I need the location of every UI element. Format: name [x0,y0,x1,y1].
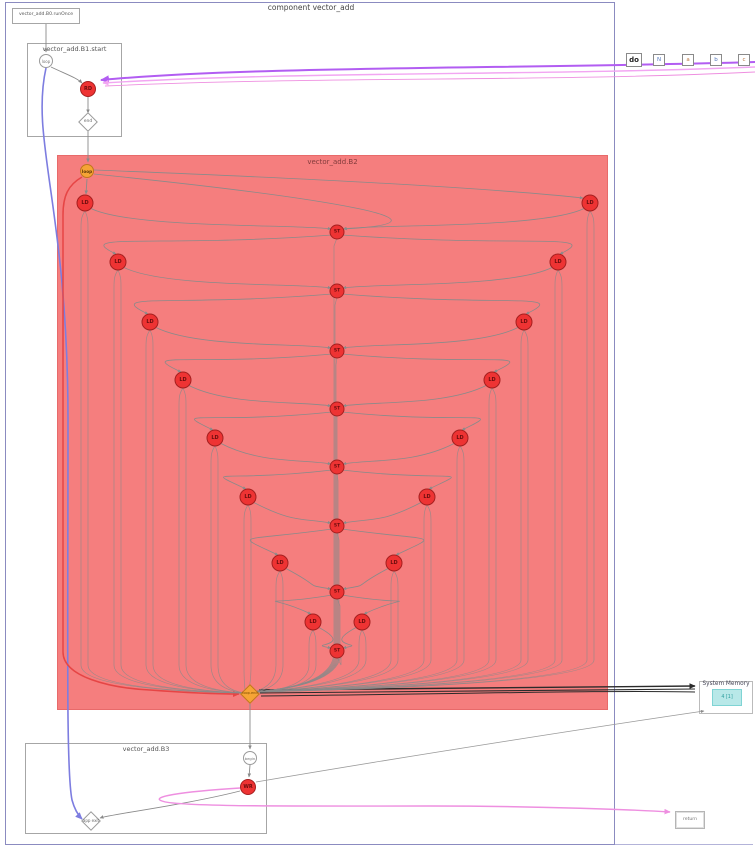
return-box[interactable] [675,811,705,829]
port-do[interactable]: do [626,53,642,67]
port-c[interactable]: c [738,54,750,66]
b3-wr-label: WR [243,784,253,790]
port-label: N [656,57,662,63]
b3-exit-label: app exit [82,818,100,823]
port-label: c [742,57,746,63]
memory-cell[interactable]: 4 [1] [712,689,742,706]
port-N[interactable]: N [653,54,665,66]
port-label: b [714,57,718,63]
b3-wr-node[interactable]: WR [240,779,256,795]
b3-title: vector_add.B3 [122,745,170,753]
canvas-bottom-line [615,844,753,845]
runonce-box[interactable] [12,8,80,24]
return-label: return [682,817,698,822]
b2-loop-node[interactable]: loop [80,164,94,178]
system-memory-box [699,681,753,714]
b1-title: vector_add.B1.start [42,45,107,53]
b1-end-label: end [83,119,93,124]
b3-begin-node[interactable]: begin [243,751,257,765]
memory-cell-label: 4 [1] [721,695,733,700]
b1-rd-node[interactable]: RD [80,81,96,97]
system-memory-title: System Memory [702,681,750,687]
component-title: component vector_add [267,3,355,12]
b2-box [57,155,608,710]
port-b[interactable]: b [710,54,722,66]
component-box [5,2,615,845]
port-a[interactable]: a [682,54,694,66]
b1-loop-label: loop [41,58,51,64]
port-label: do [629,56,639,64]
port-label: a [686,57,690,63]
b3-begin-label: begin [244,755,256,761]
b2-loop-label: loop [81,168,93,174]
b1-loop-node[interactable]: loop [39,54,53,68]
b3-box [25,743,267,834]
runonce-label: vector_add.B0.runOnce [18,12,74,17]
b2-loop-end-label: loop.end [242,691,258,695]
b2-title: vector_add.B2 [307,158,358,166]
b1-rd-label: RD [83,86,92,92]
